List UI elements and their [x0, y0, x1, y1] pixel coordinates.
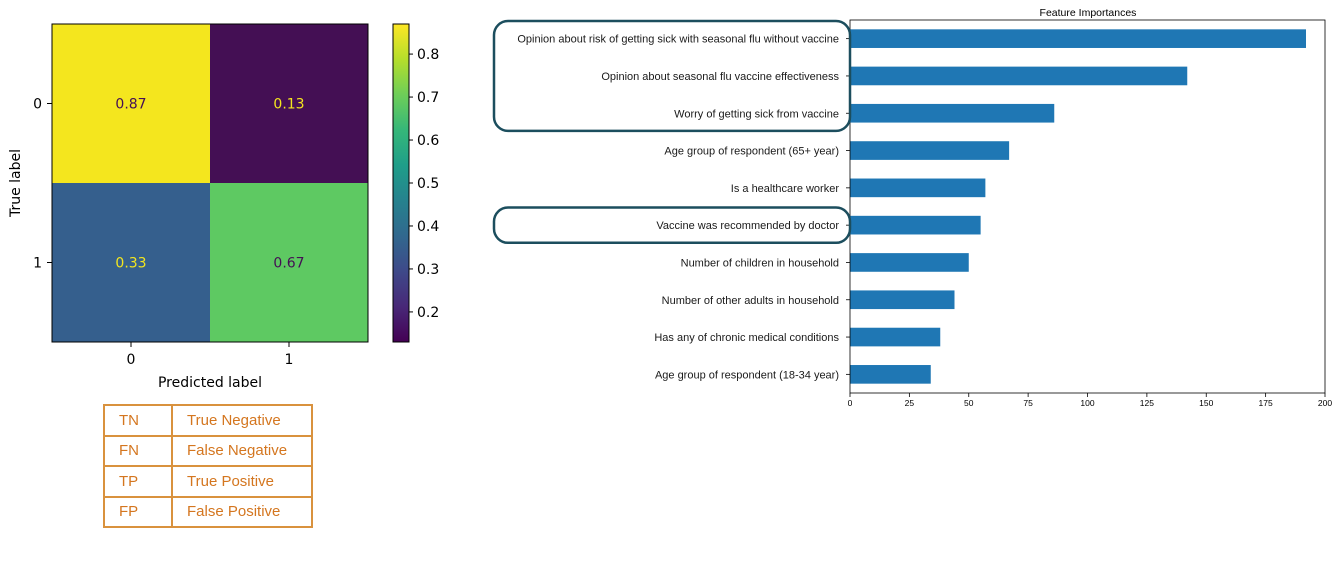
- feature-bar: [850, 178, 986, 198]
- colorbar-tick-label: 0.7: [417, 90, 439, 106]
- x-tick-label: 0: [848, 398, 853, 408]
- matrix-cell: [210, 183, 368, 342]
- y-tick-label: Vaccine was recommended by doctor: [656, 220, 839, 232]
- x-tick-label: 25: [905, 398, 915, 408]
- y-tick-label: Has any of chronic medical conditions: [654, 332, 839, 344]
- legend-abbreviation: TP: [103, 465, 173, 498]
- confusion-matrix-axes: 0 1 0 1 Predicted label True label: [8, 23, 369, 391]
- legend-row: TN True Negative: [103, 404, 313, 437]
- y-tick-label: Worry of getting sick from vaccine: [674, 108, 839, 120]
- y-tick-label: Age group of respondent (18-34 year): [655, 369, 839, 381]
- cell-value-label: 0.13: [273, 97, 304, 113]
- chart-title: Feature Importances: [1040, 7, 1137, 19]
- matrix-frame: [51, 23, 369, 343]
- legend-row: FN False Negative: [103, 434, 313, 467]
- highlight-box: [492, 206, 852, 245]
- colorbar-tick-label: 0.6: [417, 133, 439, 149]
- legend-full-name: False Negative: [171, 434, 313, 467]
- feature-bar: [850, 253, 969, 272]
- legend-full-name: False Positive: [171, 495, 313, 528]
- x-tick-label: 200: [1318, 398, 1332, 408]
- legend-abbreviation: TN: [103, 404, 173, 437]
- feature-bar: [850, 103, 1055, 123]
- y-tick-label: 1: [33, 256, 42, 272]
- y-tick-label: Number of other adults in household: [662, 295, 839, 307]
- confusion-matrix-colorbar: 0.2 0.3 0.4 0.5 0.6 0.7 0.8: [392, 23, 439, 343]
- highlight-box: [492, 19, 852, 133]
- feature-bar: [850, 66, 1188, 86]
- legend-row: TP True Positive: [103, 465, 313, 498]
- y-tick-label: Number of children in household: [681, 257, 839, 269]
- feature-axes: Opinion about risk of getting sick with …: [517, 19, 1332, 408]
- highlight-boxes: [492, 19, 852, 245]
- y-tick-label: Is a healthcare worker: [731, 183, 840, 195]
- feature-bar: [850, 215, 981, 235]
- matrix-cell: [52, 24, 210, 183]
- feature-importances-chart: Feature Importances Opinion about risk o…: [492, 7, 1332, 408]
- legend-row: FP False Positive: [103, 495, 313, 528]
- colorbar-tick-label: 0.5: [417, 176, 439, 192]
- feature-bar: [850, 29, 1306, 48]
- y-tick-label: Opinion about seasonal flu vaccine effec…: [601, 71, 839, 83]
- matrix-cell: [210, 24, 368, 183]
- feature-bar: [850, 290, 955, 310]
- y-axis-label: True label: [8, 149, 24, 218]
- feature-bar: [850, 365, 931, 384]
- matrix-cell: [52, 183, 210, 342]
- feature-bars: [850, 29, 1306, 384]
- legend-abbreviation: FP: [103, 495, 173, 528]
- x-tick-label: 1: [285, 352, 294, 368]
- x-tick-label: 75: [1023, 398, 1033, 408]
- y-tick-label: 0: [33, 97, 42, 113]
- x-tick-label: 125: [1140, 398, 1154, 408]
- y-tick-label: Age group of respondent (65+ year): [664, 146, 839, 158]
- legend-full-name: True Negative: [171, 404, 313, 437]
- x-tick-label: 175: [1259, 398, 1273, 408]
- confusion-matrix-cells: 0.87 0.13 0.33 0.67: [52, 24, 368, 342]
- x-tick-label: 150: [1199, 398, 1213, 408]
- colorbar-tick-label: 0.2: [417, 305, 439, 321]
- feature-bar: [850, 327, 941, 347]
- feature-bar: [850, 141, 1010, 160]
- cell-value-label: 0.33: [115, 256, 146, 272]
- colorbar-gradient: [392, 23, 410, 343]
- colorbar-tick-label: 0.4: [417, 219, 439, 235]
- cell-value-label: 0.87: [115, 97, 146, 113]
- colorbar-tick-label: 0.8: [417, 47, 439, 63]
- legend-abbreviation: FN: [103, 434, 173, 467]
- y-tick-label: Opinion about risk of getting sick with …: [517, 34, 839, 46]
- x-tick-label: 100: [1080, 398, 1094, 408]
- confusion-matrix-legend-table: TN True Negative FN False Negative TP True Po…: [103, 404, 313, 528]
- x-tick-label: 50: [964, 398, 974, 408]
- cell-value-label: 0.67: [273, 256, 304, 272]
- x-tick-label: 0: [127, 352, 136, 368]
- confusion-matrix-chart: 0.87 0.13 0.33 0.67 0 1 0 1 Predicted label True…: [8, 23, 439, 391]
- x-axis-label: Predicted label: [158, 375, 262, 391]
- legend-full-name: True Positive: [171, 465, 313, 498]
- colorbar-tick-label: 0.3: [417, 262, 439, 278]
